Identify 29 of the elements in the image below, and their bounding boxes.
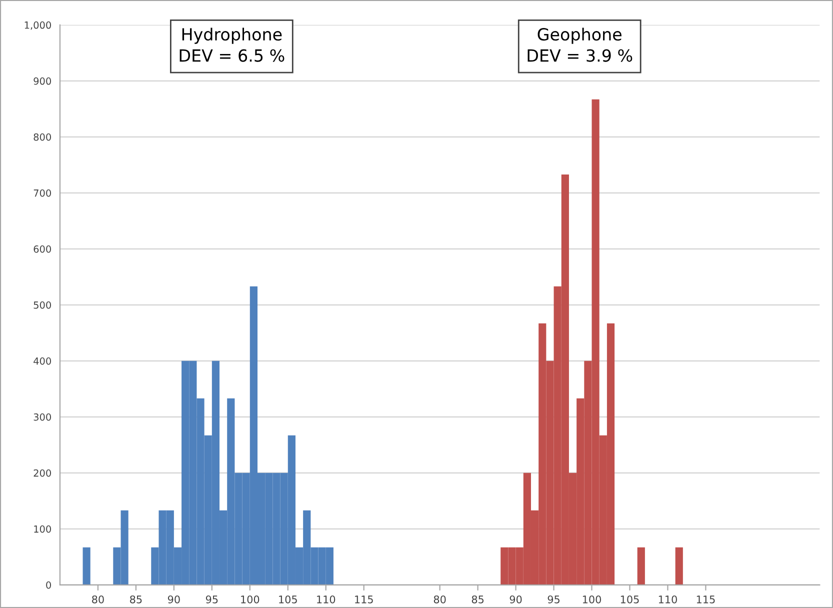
x-tick-label: 90 xyxy=(168,595,180,604)
x-tick-label: 85 xyxy=(130,595,142,604)
x-tick-label: 105 xyxy=(279,595,297,604)
annotation: Geophone DEV = 3.9 % xyxy=(528,28,632,62)
x-tick-label: 105 xyxy=(620,595,639,604)
y-tick-label: 300 xyxy=(34,413,51,421)
y-tick-label: 500 xyxy=(34,301,51,309)
x-tick-label: 80 xyxy=(434,595,446,604)
x-tick-label: 110 xyxy=(658,595,677,604)
y-tick-label: 900 xyxy=(34,77,51,85)
annotation: Hydrophone DEV = 6.5 % xyxy=(180,28,284,62)
y-tick-label: 800 xyxy=(34,133,51,141)
x-tick-label: 85 xyxy=(472,595,484,604)
y-tick-label: 0 xyxy=(46,581,51,589)
x-tick-label: 115 xyxy=(696,596,715,604)
x-tick-label: 115 xyxy=(355,596,373,604)
y-tick-label: 200 xyxy=(34,469,51,477)
x-tick-label: 80 xyxy=(92,595,104,604)
x-tick-label: 100 xyxy=(241,595,260,604)
x-tick-label: 90 xyxy=(510,595,522,604)
y-tick-label: 100 xyxy=(34,525,51,533)
x-tick-label: 95 xyxy=(206,595,218,604)
y-tick-label: 1,000 xyxy=(24,21,51,30)
y-tick-label: 700 xyxy=(34,189,51,197)
x-tick-label: 110 xyxy=(317,595,336,604)
y-tick-label: 600 xyxy=(34,245,51,253)
y-tick-label: 400 xyxy=(34,357,51,365)
x-tick-label: 95 xyxy=(548,595,560,604)
x-tick-label: 100 xyxy=(582,595,602,604)
